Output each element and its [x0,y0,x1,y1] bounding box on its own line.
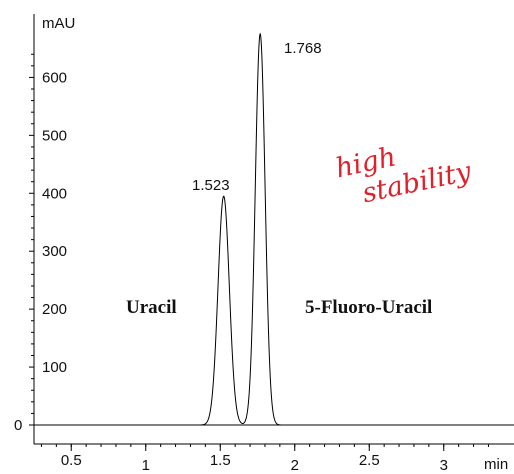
handwritten-annotation: high stability [333,141,475,209]
minor-ticks [31,53,489,447]
y-tick-label: 200 [42,301,67,318]
y-tick-label: 100 [42,359,67,376]
x-tick-label: 1 [142,457,150,474]
compound-label-uracil: Uracil [126,297,177,318]
x-tick-label: 0.5 [61,452,82,469]
compound-label-fluorouracil: 5-Fluoro-Uracil [305,297,432,318]
x-tick-label: 2.5 [359,452,380,469]
x-tick-label: 3 [440,457,448,474]
y-tick-label: 500 [42,127,67,144]
x-tick-label: 2 [291,457,299,474]
chromatogram-trace [34,32,496,426]
x-ticks: 0.5 1 1.5 2 2.5 3 [61,444,448,474]
y-tick-label: 300 [42,243,67,260]
y-ticks: 0 100 200 300 400 500 600 [14,69,67,434]
y-axis-label: mAU [42,15,75,32]
x-tick-label: 1.5 [210,452,231,469]
peak-label-uracil: 1.523 [192,177,230,194]
y-tick-label: 400 [42,185,67,202]
y-tick-label: 0 [14,417,22,434]
y-tick-label: 600 [42,69,67,86]
peak-label-fluorouracil: 1.768 [284,40,322,57]
axes [33,14,514,445]
x-axis-label: min [484,456,508,473]
